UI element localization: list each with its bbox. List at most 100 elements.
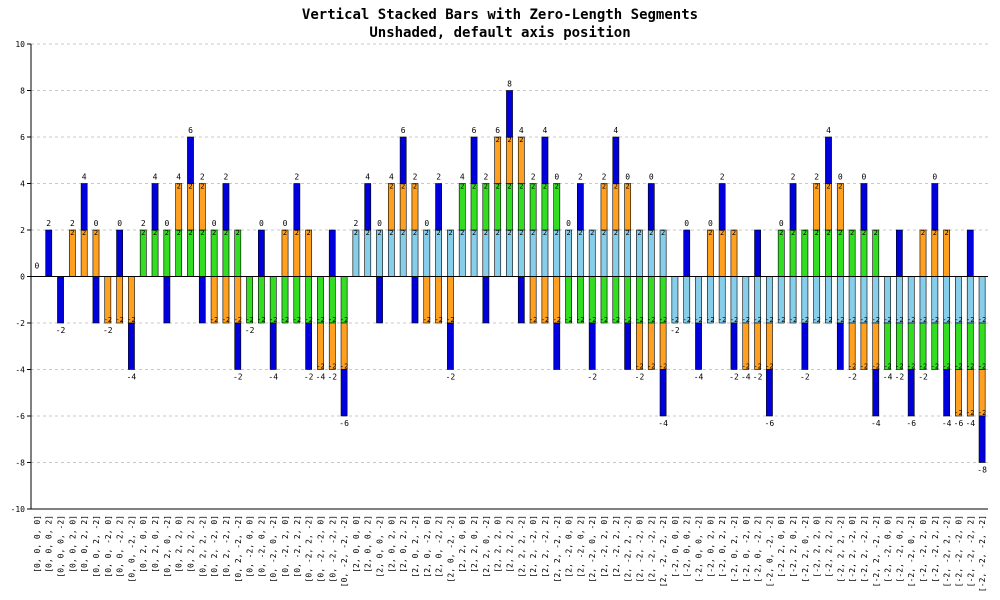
segment-value-label: -2: [931, 316, 939, 324]
bar-total-label: 4: [82, 173, 87, 182]
segment-value-label: -2: [659, 316, 667, 324]
segment-value-label: -2: [529, 316, 537, 324]
segment-value-label: 2: [519, 136, 523, 144]
bar-segment: [116, 229, 123, 277]
y-tick-label: 6: [20, 133, 25, 142]
bar-segment: [541, 136, 549, 184]
bar-total-label: 2: [70, 219, 75, 228]
x-tick-label: [-2, 2, 2, -2]: [836, 515, 845, 582]
bar-segment: [80, 183, 88, 231]
x-tick-label: [-2, 0, 2, -2]: [730, 515, 739, 582]
bar-segment: [222, 183, 230, 231]
segment-value-label: 2: [614, 183, 618, 191]
x-tick-label: [0, -2, -2, 2]: [328, 515, 337, 582]
segment-value-label: -2: [564, 316, 572, 324]
bar-total-label: 0: [424, 219, 429, 228]
bar-total-label: 0: [708, 219, 713, 228]
bar-total-label: 0: [259, 219, 264, 228]
x-tick-label: [0, 0, -2, 0]: [104, 515, 113, 578]
bar-total-label: 2: [814, 173, 819, 182]
segment-value-label: -2: [328, 363, 336, 371]
bar-segment: [577, 183, 584, 231]
bar-segment: [198, 276, 206, 324]
x-tick-label: [0, 0, 2, 2]: [80, 515, 89, 573]
segment-value-label: -2: [765, 363, 773, 371]
x-tick-label: [0, 2, -2, -2]: [234, 515, 243, 582]
bar-total-label: -2: [304, 373, 314, 382]
segment-value-label: 2: [507, 136, 511, 144]
x-tick-label: [-2, 2, -2, 2]: [860, 515, 869, 582]
segment-value-label: 2: [921, 229, 925, 237]
x-tick-label: [2, 0, 0, 2]: [364, 515, 373, 573]
bar-segment: [198, 183, 206, 231]
bar-total-label: -4: [268, 373, 278, 382]
x-tick-label: [2, -2, 2, -2]: [624, 515, 633, 582]
y-tick-label: -10: [11, 505, 26, 514]
x-tick-label: [-2, -2, -2, 2]: [966, 515, 975, 587]
x-tick-label: [0, -2, -2, 0]: [316, 515, 325, 582]
segment-value-label: -2: [293, 316, 301, 324]
x-tick-label: [2, -2, 2, 2]: [612, 515, 621, 578]
bar-segment: [364, 183, 372, 231]
x-tick-label: [0, -2, 0, 0]: [246, 515, 255, 578]
bar-total-label: 6: [495, 126, 500, 135]
x-tick-label: [0, -2, 0, 2]: [257, 515, 266, 578]
segment-value-label: -2: [742, 363, 750, 371]
bar-total-label: 2: [602, 173, 607, 182]
segment-value-label: -2: [647, 316, 655, 324]
x-tick-label: [-2, -2, 2, -2]: [943, 515, 952, 587]
segment-value-label: 2: [177, 229, 181, 237]
bar-total-label: -4: [965, 419, 975, 428]
segment-value-label: -2: [860, 363, 868, 371]
segment-value-label: -2: [907, 316, 915, 324]
bar-total-label: 0: [932, 173, 937, 182]
bar-total-label: -2: [635, 373, 645, 382]
bar-total-label: 2: [353, 219, 358, 228]
segment-value-label: 2: [437, 229, 441, 237]
y-tick-label: -4: [15, 366, 25, 375]
x-tick-label: [2, 0, -2, 0]: [423, 515, 432, 578]
x-tick-label: [2, 2, -2, -2]: [553, 515, 562, 582]
segment-value-label: 2: [354, 229, 358, 237]
bar-total-label: 4: [460, 173, 465, 182]
segment-value-label: 2: [94, 229, 98, 237]
segment-value-label: 2: [484, 229, 488, 237]
x-tick-label: [2, 2, -2, 2]: [541, 515, 550, 578]
bar-total-label: 8: [507, 80, 512, 89]
segment-value-label: 2: [366, 229, 370, 237]
segment-value-label: -2: [683, 316, 691, 324]
x-tick-label: [0, 2, 0, 2]: [151, 515, 160, 573]
x-tick-label: [-2, 0, 2, 0]: [706, 515, 715, 578]
segment-value-label: 2: [543, 183, 547, 191]
x-tick-label: [0, 0, 2, 0]: [68, 515, 77, 573]
x-tick-label: [2, 0, -2, 2]: [435, 515, 444, 578]
segment-value-label: 2: [460, 229, 464, 237]
labels: 0 [0, 0, 0, 0] 2 [0, 0, 0, 2] -2 [0, 0, 0, -2…: [33, 80, 987, 593]
bar-total-label: 6: [472, 126, 477, 135]
bar-total-label: -2: [918, 373, 928, 382]
bar-segment: [754, 322, 761, 370]
bar-total-label: 4: [613, 126, 618, 135]
segment-value-label: 2: [413, 183, 417, 191]
bar-segment: [45, 229, 53, 277]
segment-value-label: -2: [883, 316, 891, 324]
bar-total-label: -4: [942, 419, 952, 428]
bar-total-label: -4: [316, 373, 326, 382]
bar-total-label: 4: [543, 126, 548, 135]
bar-segment: [258, 229, 265, 277]
x-tick-label: [-2, 0, 0, 0]: [671, 515, 680, 578]
segment-value-label: 2: [661, 229, 665, 237]
segment-value-label: -2: [423, 316, 431, 324]
segment-value-label: -2: [222, 316, 230, 324]
segment-value-label: -2: [576, 316, 584, 324]
bar-total-label: 4: [826, 126, 831, 135]
chart-subtitle: Unshaded, default axis position: [369, 25, 630, 41]
x-tick-label: [0, 0, 2, -2]: [92, 515, 101, 578]
bar-segment: [293, 183, 301, 231]
bar-segment: [825, 136, 832, 184]
x-tick-label: [-2, -2, 0, 0]: [884, 515, 893, 582]
bar-total-label: -6: [339, 419, 349, 428]
segment-value-label: 2: [472, 183, 476, 191]
x-tick-label: [0, -2, 2, 0]: [281, 515, 290, 578]
